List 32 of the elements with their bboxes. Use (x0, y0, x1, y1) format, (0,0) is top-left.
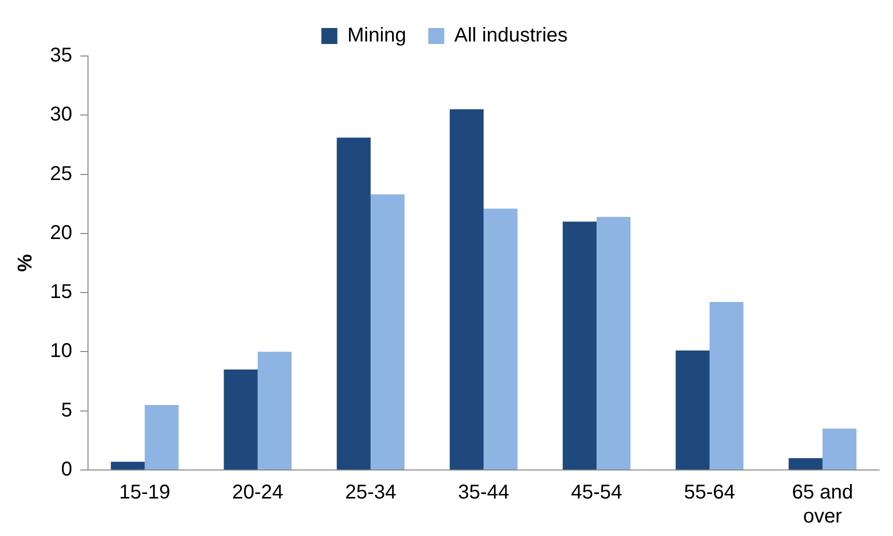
y-tick-label: 20 (50, 222, 72, 244)
y-tick-label: 15 (50, 281, 72, 304)
x-tick-label: 45-54 (571, 482, 622, 504)
x-tick-label: 15-19 (119, 482, 170, 504)
bar (562, 222, 597, 470)
bar (822, 428, 856, 470)
legend-label: Mining (347, 24, 406, 47)
y-tick-label: 10 (50, 340, 72, 362)
bar (710, 302, 744, 470)
bar (336, 138, 371, 470)
x-tick-label: 65 and over (792, 482, 854, 528)
bar (110, 462, 145, 470)
y-tick-label: 5 (61, 399, 72, 422)
bar (370, 194, 405, 470)
x-tick-label: 20-24 (232, 482, 284, 504)
y-axis-title: % (14, 254, 37, 272)
bar (144, 404, 179, 470)
bar (788, 458, 823, 470)
x-tick-label: 55-64 (684, 482, 736, 504)
y-tick-label: 35 (50, 44, 72, 67)
x-tick-label: 25-34 (345, 482, 396, 504)
bar (676, 350, 710, 470)
y-tick-label: 25 (50, 162, 72, 185)
y-tick-label: 0 (61, 458, 72, 481)
bar (484, 208, 518, 470)
x-tick-label: 35-44 (458, 482, 510, 504)
bar (258, 352, 292, 470)
bar (224, 369, 258, 470)
y-tick-label: 30 (50, 104, 72, 126)
bar (450, 109, 484, 470)
bar (596, 216, 630, 470)
legend-label: All industries (454, 24, 568, 47)
